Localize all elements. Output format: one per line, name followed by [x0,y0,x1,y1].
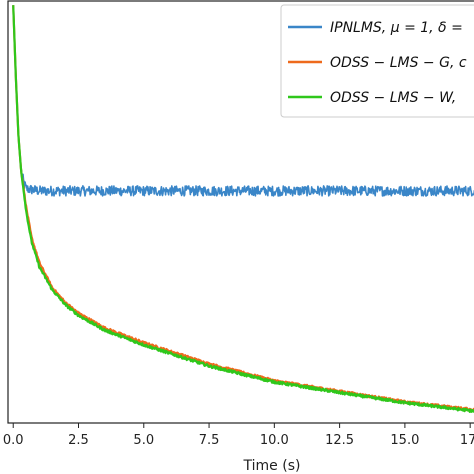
x-tick-label: 2.5 [68,433,89,448]
series-layer [12,5,474,413]
x-tick-label: 0.0 [3,433,24,448]
legend-label-odss-lms-w: ODSS − LMS − W, [330,90,456,106]
series-line-2 [12,5,474,413]
legend-label-odss-lms-g: ODSS − LMS − G, c [330,55,467,71]
legend-box [280,4,474,118]
legend-label-ipnlms: IPNLMS, μ = 1, δ = [330,20,463,36]
legend: IPNLMS, μ = 1, δ = ODSS − LMS − G, c ODS… [280,4,474,118]
x-tick-label: 7.5 [199,433,220,448]
x-tick-label: 15.0 [390,433,419,448]
series-line-0 [12,5,474,197]
x-tick-label: 10.0 [260,433,289,448]
x-axis-title: Time (s) [243,458,301,474]
plot-area-frame [7,0,474,424]
x-tick-label: 5.0 [133,433,154,448]
x-tick-label: 12.5 [325,433,354,448]
x-axis: 0.0 2.5 5.0 7.5 10.0 12.5 15.0 17. [3,423,474,448]
x-tick-label: 17. [460,433,474,448]
